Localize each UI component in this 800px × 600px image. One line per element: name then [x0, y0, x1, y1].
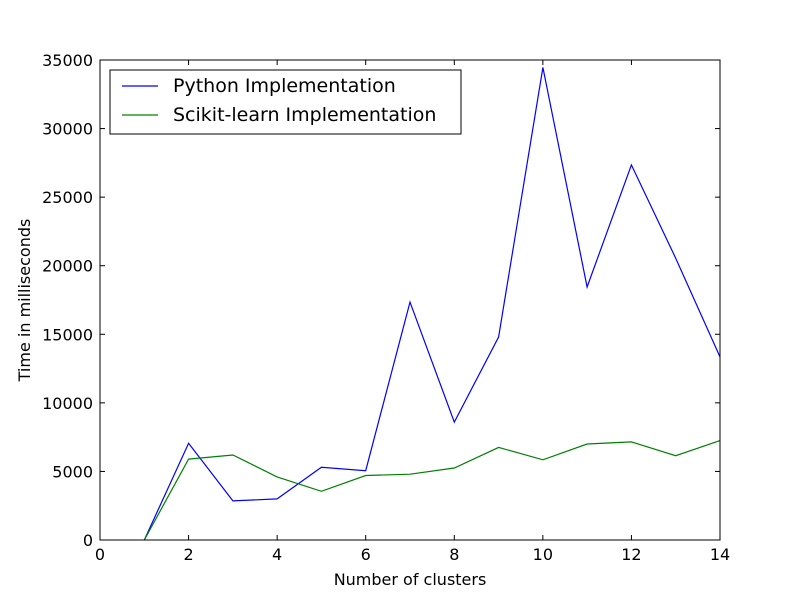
x-tick-label: 2	[183, 545, 193, 564]
x-tick-label: 6	[361, 545, 371, 564]
series-line-1	[143, 440, 721, 541]
y-tick-label: 25000	[42, 188, 93, 207]
x-tick-label: 8	[449, 545, 459, 564]
x-axis-label: Number of clusters	[334, 570, 487, 589]
legend-box	[109, 69, 462, 135]
y-tick-label: 35000	[42, 51, 93, 70]
y-tick-label: 20000	[42, 257, 93, 276]
legend: Python Implementation Scikit-learn Implem…	[109, 69, 462, 135]
y-tick-label: 0	[83, 531, 93, 550]
legend-label-1: Scikit-learn Implementation	[173, 104, 436, 126]
y-axis-label: Time in milliseconds	[15, 219, 34, 383]
y-tick-label: 15000	[42, 325, 93, 344]
x-tick-label: 4	[272, 545, 282, 564]
x-tick-label: 10	[533, 545, 553, 564]
x-tick-label: 0	[95, 545, 105, 564]
plot-area	[143, 67, 721, 541]
x-tick-label: 12	[621, 545, 641, 564]
y-tick-label: 10000	[42, 394, 93, 413]
axes-frame	[99, 59, 721, 541]
axis-ticks: 0 2 4 6 8 10 12 14 0 5000 10000 15000 20000 25000 3000…	[42, 51, 730, 564]
y-tick-label: 5000	[52, 462, 93, 481]
y-tick-label: 30000	[42, 120, 93, 139]
series-line-0	[143, 67, 721, 541]
legend-label-0: Python Implementation	[173, 75, 396, 97]
x-tick-label: 14	[710, 545, 730, 564]
